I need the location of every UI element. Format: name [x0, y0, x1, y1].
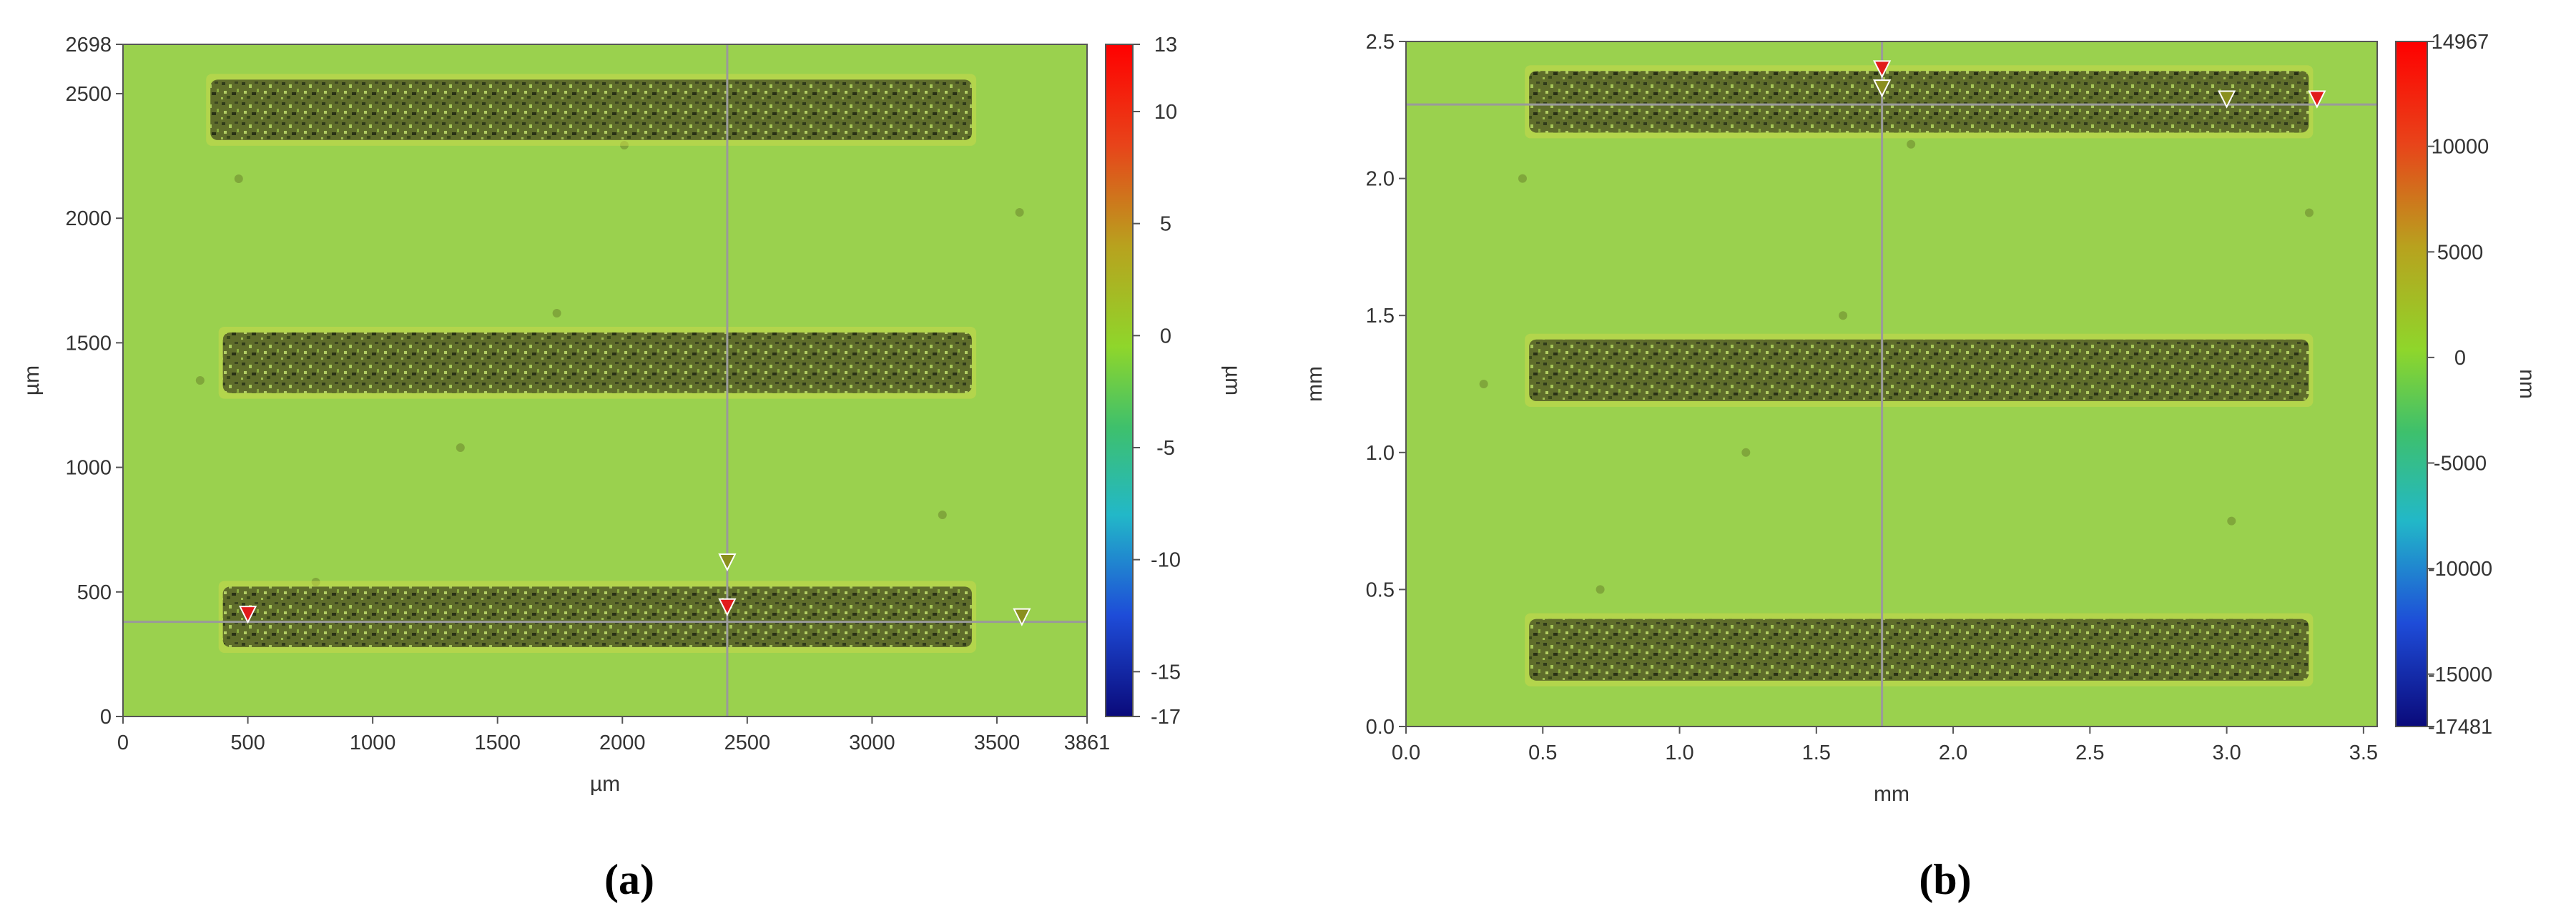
y-tick-label: 1500: [65, 332, 112, 355]
colorbar-tick-label: -17481: [2428, 716, 2492, 739]
x-tick-label: 1.0: [1665, 742, 1693, 764]
marker-triangle: [2217, 90, 2236, 109]
y-tick-label: 0.0: [1366, 716, 1395, 739]
x-tick-label: 3500: [974, 732, 1021, 754]
x-tick-label: 2500: [724, 732, 771, 754]
x-tick-label: 1500: [474, 732, 521, 754]
colorbar-tick-label: 10: [1154, 101, 1177, 124]
marker-triangle: [718, 598, 737, 616]
panel-label-a: (a): [604, 856, 654, 903]
marker-triangle: [1872, 79, 1892, 98]
colorbar-tick-label: -5000: [2434, 453, 2487, 476]
colorbar-tick-label: 0: [2454, 347, 2466, 370]
surface-defect: [938, 511, 947, 519]
x-tick-label: 1.5: [1802, 742, 1831, 764]
marker-triangle: [2308, 90, 2326, 109]
y-tick-label: 2500: [65, 83, 112, 106]
y-axis-label: µm: [20, 365, 44, 395]
y-tick-label: 2.5: [1366, 31, 1395, 54]
panel-a: 0 500 1000 1500 2000 2500 3000 3500 3861 0 500 1000…: [20, 34, 1244, 796]
colorbar-tick-label: 10000: [2432, 136, 2489, 159]
y-tick-label: 1000: [65, 457, 112, 480]
wear-track: [222, 332, 973, 393]
surface-defect: [2227, 516, 2236, 526]
x-tick-label: 3.5: [2349, 742, 2378, 764]
x-tick-label: 3000: [849, 732, 895, 754]
surface-defect: [195, 376, 205, 385]
x-axis-label: mm: [1874, 782, 1909, 806]
marker-triangle: [1013, 608, 1031, 626]
x-tick-label: 2.5: [2075, 742, 2104, 764]
y-tick-label: 0.5: [1366, 578, 1395, 601]
colorbar-tick-label: -17: [1151, 706, 1181, 729]
wear-track: [1529, 71, 2309, 133]
colorbar-tick-label: -15: [1151, 661, 1181, 684]
colorbar-tick-label: 14967: [2432, 31, 2489, 54]
surface-defect: [552, 309, 561, 317]
y-tick-label: 2.0: [1366, 168, 1395, 191]
surface-defect: [456, 443, 465, 452]
y-axis-label: mm: [1303, 366, 1327, 402]
y-tick-label: 2000: [65, 207, 112, 230]
x-tick-label: 0.0: [1392, 742, 1420, 764]
y-tick-label: 0: [100, 706, 112, 729]
colorbar-tick-label: -15000: [2428, 664, 2492, 686]
wear-track: [1529, 619, 2309, 681]
colorbar-tick-label: 13: [1154, 34, 1177, 56]
x-tick-label: 500: [230, 732, 265, 754]
surface-defect: [1907, 139, 1916, 149]
x-tick-label: 3861: [1064, 732, 1111, 754]
y-tick-label: 1.5: [1366, 305, 1395, 327]
x-tick-label: 1000: [350, 732, 396, 754]
plot-frame: [122, 44, 1088, 717]
x-tick-label: 3.0: [2212, 742, 2241, 764]
colorbar-tick-label: -10: [1151, 549, 1181, 572]
colorbar-tick-label: -10000: [2428, 558, 2492, 581]
y-tick-label: 2698: [65, 34, 112, 56]
marker-triangle: [1872, 60, 1892, 79]
marker-triangle: [238, 606, 257, 624]
surface-defect: [234, 174, 243, 183]
panel-b: 0.0 0.5 1.0 1.5 2.0 2.5 3.0 3.5 0.0 0.5 1.0 1.5 2.0 2…: [1303, 31, 2539, 806]
colorbar-tick-label: 5: [1160, 213, 1171, 236]
colorbar: [2395, 41, 2428, 727]
colorbar-tick-label: 0: [1160, 325, 1171, 348]
x-tick-label: 0: [117, 732, 129, 754]
colorbar: [1105, 44, 1134, 717]
wear-track: [210, 79, 973, 140]
surface-defect: [1596, 585, 1605, 594]
surface-defect: [1518, 174, 1527, 183]
surface-defect: [2304, 208, 2314, 217]
surface-defect: [1479, 380, 1488, 388]
colorbar-tick-label: 5000: [2437, 241, 2484, 264]
colorbar-label: nm: [2515, 369, 2539, 399]
x-tick-label: 2.0: [1939, 742, 1967, 764]
wear-track: [1529, 339, 2309, 401]
surface-defect: [1839, 311, 1848, 320]
surface-defect: [1741, 448, 1751, 457]
marker-triangle: [718, 553, 737, 572]
x-axis-label: µm: [590, 772, 620, 796]
colorbar-label: µm: [1221, 365, 1244, 395]
plot-frame: [1405, 41, 2378, 727]
x-tick-label: 2000: [599, 732, 646, 754]
wear-track: [222, 586, 973, 647]
colorbar-tick-label: -5: [1156, 437, 1175, 460]
y-tick-label: 1.0: [1366, 442, 1395, 465]
y-tick-label: 500: [77, 581, 112, 604]
x-tick-label: 0.5: [1528, 742, 1557, 764]
panel-label-b: (b): [1919, 856, 1971, 903]
surface-defect: [1015, 208, 1024, 217]
